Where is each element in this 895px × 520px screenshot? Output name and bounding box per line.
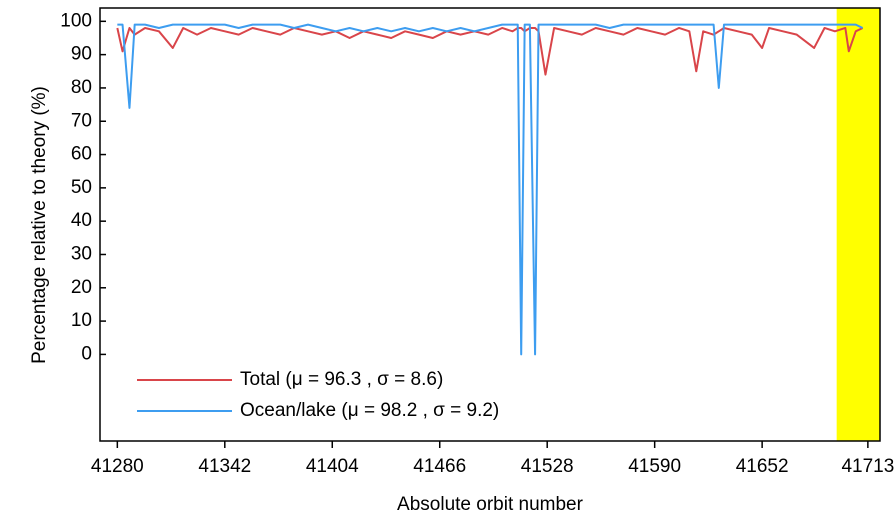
y-tick-label: 40	[71, 210, 92, 231]
legend-label: Total (μ = 96.3 , σ = 8.6)	[240, 369, 443, 390]
y-tick-label: 90	[71, 44, 92, 65]
y-tick-label: 50	[71, 177, 92, 198]
x-tick-label: 41466	[413, 456, 466, 477]
y-axis-label: Percentage relative to theory (%)	[29, 86, 50, 364]
plot-frame	[99, 7, 881, 442]
x-tick-label: 41652	[736, 456, 789, 477]
y-tick-label: 0	[81, 343, 92, 364]
series-line	[117, 23, 864, 356]
x-axis-label: Absolute orbit number	[397, 494, 584, 515]
legend-label: Ocean/lake (μ = 98.2 , σ = 9.2)	[240, 400, 499, 421]
x-tick-label: 41342	[198, 456, 251, 477]
x-tick-label: 41713	[841, 456, 894, 477]
y-tick-label: 100	[60, 10, 92, 31]
series-line	[116, 26, 864, 76]
y-tick-label: 80	[71, 77, 92, 98]
y-tick-label: 10	[71, 310, 92, 331]
y-tick-label: 60	[71, 144, 92, 165]
y-tick-label: 70	[71, 110, 92, 131]
x-tick-label: 41404	[306, 456, 359, 477]
x-tick-label: 41528	[521, 456, 574, 477]
shaded-region	[836, 8, 880, 441]
x-tick-label: 41590	[628, 456, 681, 477]
y-tick-label: 30	[71, 243, 92, 264]
y-tick-label: 20	[71, 277, 92, 298]
x-tick-label: 41280	[91, 456, 144, 477]
